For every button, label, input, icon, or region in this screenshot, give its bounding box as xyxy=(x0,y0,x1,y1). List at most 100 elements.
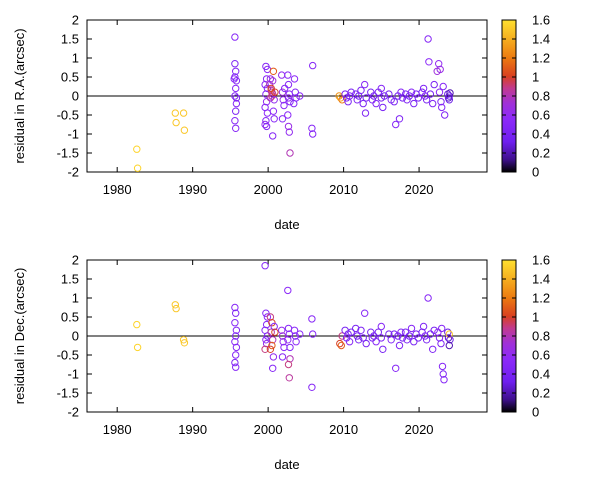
data-point xyxy=(414,334,422,342)
data-point xyxy=(422,336,431,344)
data-point xyxy=(419,84,428,93)
data-point xyxy=(379,345,387,353)
data-point xyxy=(426,330,435,338)
data-point xyxy=(232,343,241,352)
data-point xyxy=(361,309,369,317)
x-tick-label: 2020 xyxy=(405,422,434,437)
data-point xyxy=(263,109,272,117)
data-point xyxy=(268,341,276,350)
data-point xyxy=(361,80,369,89)
data-point xyxy=(281,84,289,93)
data-point xyxy=(179,336,188,344)
data-point xyxy=(374,328,382,336)
data-point xyxy=(436,65,444,74)
colorbar-tick-label: 0.8 xyxy=(532,89,550,104)
data-point xyxy=(269,364,277,372)
data-point xyxy=(261,345,269,353)
data-point xyxy=(419,322,428,331)
colorbar-tick-label: 0.8 xyxy=(532,329,550,344)
data-point xyxy=(292,338,300,346)
data-point xyxy=(232,77,241,85)
data-point xyxy=(291,88,299,96)
data-point xyxy=(232,94,241,102)
y-tick-label: 0 xyxy=(72,329,79,344)
data-point xyxy=(309,330,317,338)
y-tick-label: 0.5 xyxy=(61,310,79,325)
data-point xyxy=(232,332,240,340)
data-point xyxy=(270,96,278,104)
data-point xyxy=(262,117,270,125)
data-point xyxy=(395,341,404,350)
colorbar-tick-label: 1.4 xyxy=(532,32,550,47)
data-point xyxy=(261,120,269,129)
data-point xyxy=(437,98,445,106)
data-point xyxy=(231,358,239,367)
data-point xyxy=(379,103,387,112)
y-tick-label: -2 xyxy=(67,405,79,420)
data-point xyxy=(278,71,286,79)
data-point xyxy=(271,328,279,336)
y-tick-label: 1.5 xyxy=(61,32,79,47)
data-point xyxy=(232,99,241,108)
data-point xyxy=(445,92,453,100)
y-tick-label: 0 xyxy=(72,89,79,104)
data-point xyxy=(171,109,180,117)
x-tick-label: 1980 xyxy=(103,182,132,197)
data-point xyxy=(231,60,239,68)
data-point xyxy=(271,88,279,96)
data-point xyxy=(357,326,365,334)
data-point xyxy=(172,304,180,313)
colorbar-tick-label: 1 xyxy=(532,310,539,325)
data-point xyxy=(425,58,433,66)
data-point xyxy=(430,80,438,89)
data-point xyxy=(424,35,432,43)
data-point xyxy=(133,145,141,153)
data-point xyxy=(270,115,278,123)
y-tick-label: -1.5 xyxy=(57,146,79,161)
colorbar-tick-label: 1.2 xyxy=(532,51,550,66)
data-point xyxy=(262,122,271,131)
data-point xyxy=(232,326,241,334)
data-point xyxy=(266,75,275,83)
data-point xyxy=(269,336,277,344)
colorbar-tick-label: 1.6 xyxy=(532,13,550,28)
data-point xyxy=(407,88,416,96)
data-point xyxy=(435,88,444,96)
data-point xyxy=(377,322,385,331)
colorbar-tick-label: 0.6 xyxy=(532,348,550,363)
data-point xyxy=(438,362,447,371)
data-point xyxy=(179,109,188,117)
data-point xyxy=(286,149,294,157)
data-point xyxy=(290,326,299,334)
data-point xyxy=(232,67,240,76)
data-point xyxy=(278,115,287,123)
colorbar-tick-label: 1.4 xyxy=(532,272,550,287)
data-point xyxy=(357,86,365,95)
data-point xyxy=(269,353,278,361)
data-point xyxy=(309,61,317,70)
data-point xyxy=(263,332,272,340)
data-point xyxy=(361,109,370,117)
data-point xyxy=(353,96,361,104)
data-point xyxy=(429,99,437,108)
data-point xyxy=(261,262,269,270)
data-point xyxy=(395,115,404,123)
data-point xyxy=(407,324,416,333)
data-point xyxy=(446,336,454,344)
data-point xyxy=(263,313,272,321)
data-point xyxy=(359,99,367,108)
data-point xyxy=(278,353,287,361)
colorbar-tick-label: 0 xyxy=(532,405,539,420)
data-point xyxy=(308,124,316,133)
data-point xyxy=(279,96,287,104)
x-tick-label: 1990 xyxy=(178,422,207,437)
data-point xyxy=(269,132,277,140)
data-point xyxy=(286,98,294,106)
data-point xyxy=(286,343,294,352)
data-points xyxy=(133,33,454,172)
data-point xyxy=(410,338,418,346)
data-point xyxy=(372,99,380,108)
data-point xyxy=(421,92,429,100)
data-point xyxy=(133,343,142,352)
